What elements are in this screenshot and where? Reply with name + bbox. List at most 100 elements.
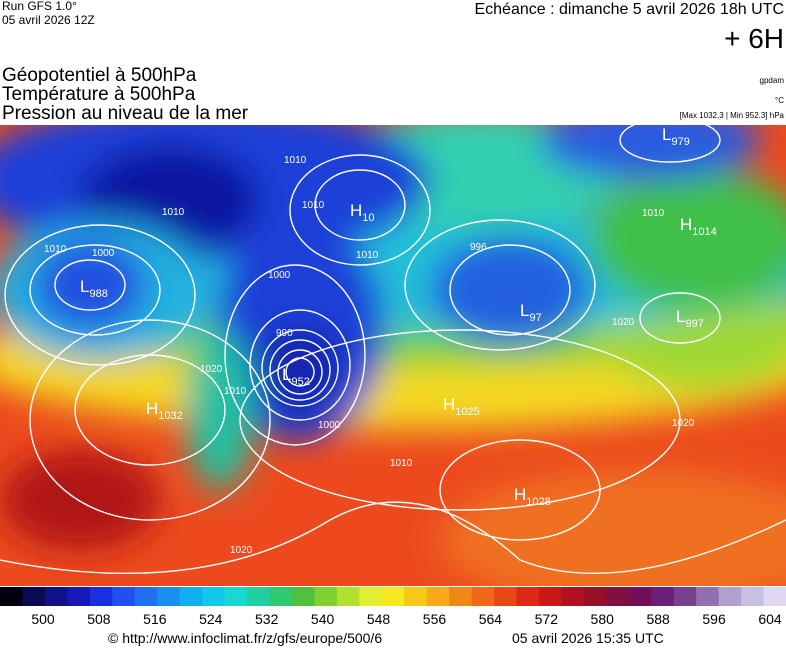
colorbar-swatch — [112, 587, 136, 606]
title-geopotential: Géopotentiel à 500hPa — [2, 65, 197, 86]
colorbar-tick-label: 580 — [591, 611, 615, 627]
colorbar-tick-label: 604 — [758, 611, 782, 627]
colorbar-swatch — [561, 587, 585, 606]
colorbar-swatch — [224, 587, 248, 606]
center-value: 1014 — [692, 226, 716, 238]
colorbar-tick-label: 588 — [646, 611, 670, 627]
pressure-center: L979 — [662, 125, 690, 148]
isobar-label: 1020 — [612, 317, 635, 328]
pressure-center: H1025 — [443, 395, 480, 418]
isobar-label: 1010 — [284, 155, 307, 166]
colorbar-tick-label: 596 — [702, 611, 726, 627]
colorbar-tick-label: 540 — [311, 611, 335, 627]
colorbar-swatch — [628, 587, 652, 606]
colorbar-tick-label: 572 — [535, 611, 559, 627]
pressure-center: H1032 — [146, 399, 183, 422]
isobar-label: 1010 — [302, 200, 325, 211]
colorbar-swatch — [134, 587, 158, 606]
center-value: 952 — [291, 376, 309, 388]
colorbar-swatch — [404, 587, 428, 606]
center-letter: H — [680, 215, 692, 234]
center-letter: L — [662, 125, 671, 144]
isobar-label: 1020 — [230, 545, 253, 556]
colorbar-swatch — [291, 587, 315, 606]
colorbar-tick-label: 500 — [31, 611, 55, 627]
colorbar: 500 508 516 524 532 540 548 556 564 572 580 588 596 6… — [0, 587, 786, 627]
colorbar-swatch — [741, 587, 765, 606]
map — [0, 125, 786, 586]
colorbar-swatch — [314, 587, 338, 606]
pressure-center: H10 — [350, 201, 375, 224]
colorbar-swatch — [381, 587, 405, 606]
colorbar-swatch — [426, 587, 450, 606]
colorbar-swatch — [538, 587, 562, 606]
colorbar-swatch — [269, 587, 293, 606]
unit-celsius: °C — [775, 96, 784, 105]
isobar-label: 990 — [276, 328, 293, 339]
colorbar-swatch — [0, 587, 23, 606]
pressure-center: L97 — [520, 301, 542, 324]
center-letter: H — [514, 485, 526, 504]
isobar-label: 1020 — [200, 364, 223, 375]
isobar-label: 1010 — [642, 208, 665, 219]
colorbar-swatch — [157, 587, 181, 606]
colorbar-swatch — [606, 587, 630, 606]
center-letter: L — [282, 365, 291, 384]
isobar-label: 1010 — [44, 244, 67, 255]
unit-gpdam: gpdam — [760, 76, 785, 85]
colorbar-swatch — [673, 587, 697, 606]
colorbar-swatch — [583, 587, 607, 606]
isobar-label: 1000 — [268, 270, 291, 281]
source-url: © http://www.infoclimat.fr/z/gfs/europe/… — [108, 630, 382, 646]
forecast-offset: + 6H — [724, 23, 784, 54]
colorbar-tick-label: 516 — [143, 611, 167, 627]
colorbar-swatch — [516, 587, 540, 606]
isobar-label: 1020 — [672, 418, 695, 429]
colorbar-swatch — [449, 587, 473, 606]
run-date: 05 avril 2026 12Z — [2, 13, 95, 27]
colorbar-swatch — [179, 587, 203, 606]
colorbar-swatch — [651, 587, 675, 606]
isobar-label: 1000 — [92, 248, 115, 259]
isobar-label: 1010 — [224, 386, 247, 397]
pressure-center: L988 — [80, 277, 108, 300]
center-letter: H — [146, 399, 158, 418]
isobar-label: 1010 — [162, 207, 185, 218]
center-value: 997 — [685, 318, 703, 330]
colorbar-swatch — [202, 587, 226, 606]
center-letter: H — [443, 395, 455, 414]
colorbar-swatch — [89, 587, 113, 606]
colorbar-swatch — [359, 587, 383, 606]
center-value: 1028 — [526, 496, 550, 508]
colorbar-swatch — [763, 587, 786, 606]
pressure-centers: L988H1032L952H10L979H1014L997L97H1025H10… — [80, 125, 717, 508]
pressure-center: L997 — [676, 307, 704, 330]
isobar-label: 996 — [470, 242, 487, 253]
pressure-center: H1014 — [680, 215, 717, 238]
colorbar-swatch — [44, 587, 68, 606]
forecast-time: Echéance : dimanche 5 avril 2026 18h UTC — [474, 1, 784, 18]
colorbar-swatch — [471, 587, 495, 606]
pressure-range: [Max 1032.3 | Min 952.3] hPa — [680, 111, 785, 120]
center-value: 1025 — [455, 406, 479, 418]
colorbar-tick-label: 524 — [199, 611, 223, 627]
center-value: 1032 — [158, 410, 182, 422]
colorbar-swatch — [247, 587, 270, 606]
title-temperature: Température à 500hPa — [2, 84, 196, 105]
colorbar-swatch — [494, 587, 518, 606]
colorbar-tick-label: 548 — [367, 611, 391, 627]
center-letter: L — [520, 301, 529, 320]
timestamp: 05 avril 2026 15:35 UTC — [512, 630, 664, 646]
center-value: 979 — [671, 136, 689, 148]
center-value: 10 — [362, 212, 374, 224]
pressure-center: L952 — [282, 365, 310, 388]
colorbar-tick-label: 556 — [423, 611, 447, 627]
center-value: 97 — [529, 312, 541, 324]
center-letter: L — [80, 277, 89, 296]
colorbar-swatch — [22, 587, 46, 606]
center-letter: H — [350, 201, 362, 220]
colorbar-swatch — [67, 587, 91, 606]
title-pressure: Pression au niveau de la mer — [2, 103, 249, 124]
